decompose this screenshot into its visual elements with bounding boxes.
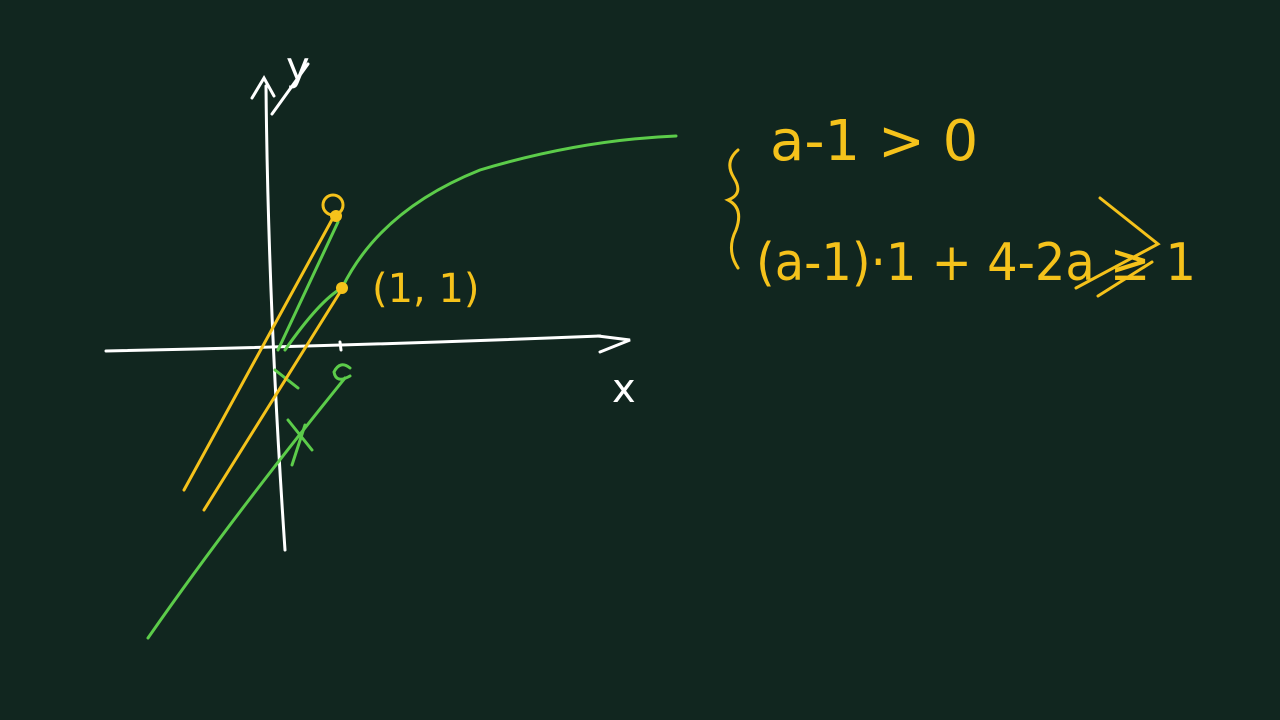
log-curve <box>283 134 678 352</box>
line-left <box>276 220 340 352</box>
x-arrow <box>596 334 631 354</box>
line-a <box>182 214 336 492</box>
brace <box>724 148 741 270</box>
point <box>330 210 342 222</box>
equation: (a-1)·1 + 4-2a ≥ 1 <box>756 233 1196 293</box>
x-label: x <box>612 366 636 412</box>
y-label: y <box>286 44 310 90</box>
origin-mark <box>332 363 352 381</box>
axes <box>104 62 631 552</box>
point <box>336 282 348 294</box>
geq-sign <box>1074 196 1161 298</box>
x-axis <box>104 334 602 353</box>
y-axis <box>264 84 287 552</box>
line-lower <box>146 376 347 640</box>
yellow-lines <box>182 148 1161 512</box>
point-label: (1, 1) <box>372 266 480 312</box>
line-b <box>202 287 344 512</box>
equation: a-1 > 0 <box>770 109 978 174</box>
tick <box>338 340 343 352</box>
green-curves <box>146 134 678 640</box>
y-mark <box>270 62 310 116</box>
y-arrow <box>250 75 276 100</box>
